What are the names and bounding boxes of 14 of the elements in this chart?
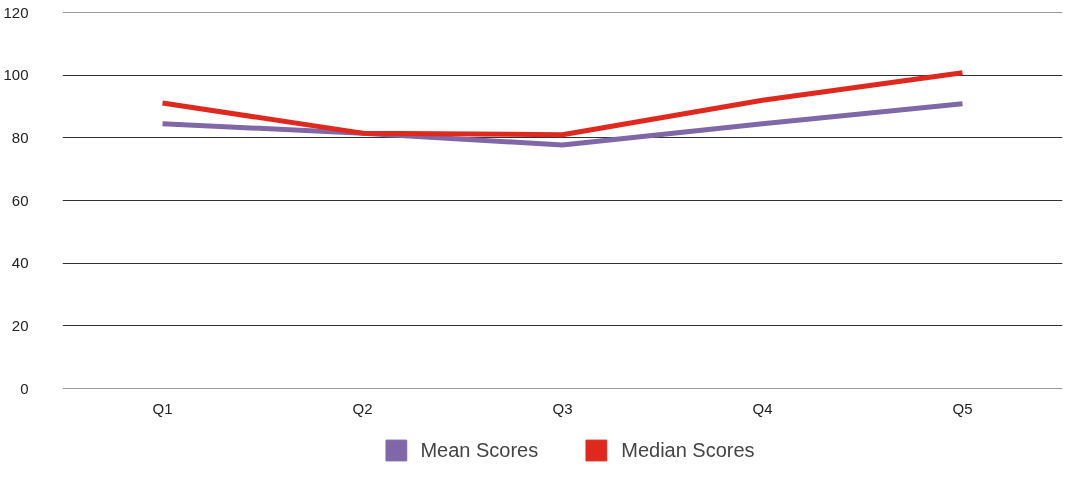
y-tick-label: 80 (11, 128, 29, 146)
x-tick-label: Q2 (352, 399, 373, 417)
x-tick-label: Q1 (152, 399, 173, 417)
y-tick-label: 0 (20, 379, 29, 397)
legend-label: Median Scores (621, 438, 755, 462)
x-tick-label: Q3 (552, 399, 573, 417)
x-tick-label: Q5 (952, 399, 973, 417)
y-tick-label: 60 (11, 191, 29, 209)
y-tick-label: 100 (3, 66, 29, 84)
legend-label: Mean Scores (420, 438, 539, 462)
y-tick-label: 40 (11, 254, 29, 272)
y-tick-label: 20 (11, 316, 29, 334)
x-tick-label: Q4 (752, 399, 773, 417)
y-tick-label: 120 (3, 3, 29, 21)
